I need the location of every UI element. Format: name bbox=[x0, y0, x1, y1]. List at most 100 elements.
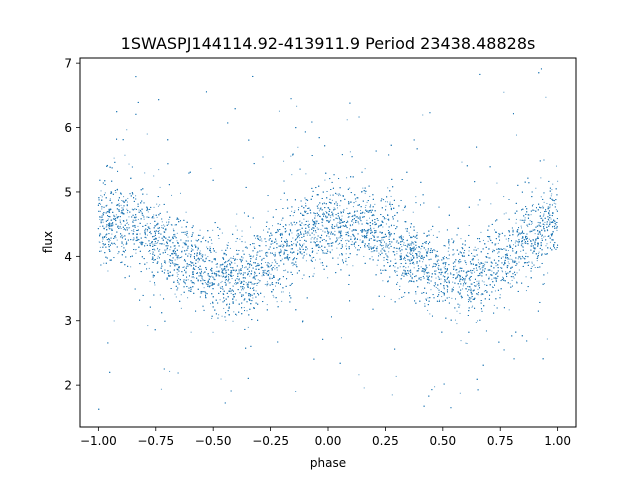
data-point bbox=[128, 216, 130, 218]
data-point bbox=[444, 245, 446, 247]
data-point bbox=[113, 320, 115, 322]
data-point bbox=[146, 193, 148, 195]
data-point bbox=[211, 242, 213, 244]
data-point bbox=[232, 320, 234, 322]
data-point bbox=[338, 195, 340, 197]
data-point bbox=[298, 207, 300, 209]
data-point bbox=[213, 278, 215, 280]
data-point bbox=[511, 279, 513, 281]
data-point bbox=[337, 218, 338, 220]
data-point bbox=[394, 258, 396, 260]
data-point bbox=[538, 251, 540, 253]
data-point bbox=[256, 257, 258, 259]
data-point bbox=[140, 211, 142, 213]
data-point bbox=[157, 248, 159, 250]
data-point bbox=[104, 192, 106, 194]
data-point bbox=[435, 273, 437, 275]
data-point bbox=[461, 297, 463, 299]
data-point bbox=[285, 230, 287, 232]
data-point bbox=[224, 275, 226, 277]
data-point bbox=[184, 242, 186, 244]
data-point bbox=[156, 216, 158, 218]
data-point bbox=[502, 256, 504, 258]
data-point bbox=[421, 256, 423, 258]
data-point bbox=[350, 201, 352, 203]
data-point bbox=[290, 284, 292, 286]
data-point bbox=[546, 203, 548, 205]
data-point bbox=[270, 273, 272, 275]
data-point bbox=[453, 253, 455, 255]
data-point bbox=[247, 326, 249, 328]
data-point bbox=[441, 296, 443, 298]
data-point bbox=[473, 259, 475, 261]
data-point bbox=[511, 258, 513, 260]
data-point bbox=[512, 244, 514, 246]
data-point bbox=[405, 267, 407, 269]
data-point bbox=[261, 258, 263, 260]
data-point bbox=[115, 237, 117, 239]
data-point bbox=[498, 233, 500, 235]
data-point bbox=[346, 243, 348, 245]
data-point bbox=[440, 278, 442, 280]
data-point bbox=[197, 246, 199, 248]
data-point bbox=[482, 264, 484, 266]
data-point bbox=[195, 239, 197, 241]
data-point bbox=[514, 242, 516, 244]
data-point bbox=[218, 314, 220, 316]
data-point bbox=[292, 215, 294, 217]
data-point bbox=[196, 249, 198, 251]
data-point bbox=[113, 157, 115, 159]
data-point bbox=[274, 255, 276, 257]
data-point bbox=[377, 236, 379, 238]
data-point bbox=[522, 243, 524, 245]
data-point bbox=[521, 237, 523, 239]
scatter-points bbox=[97, 68, 559, 410]
data-point bbox=[329, 219, 331, 221]
data-point bbox=[114, 235, 116, 237]
data-point bbox=[154, 249, 156, 251]
data-point bbox=[397, 281, 399, 283]
data-point bbox=[156, 242, 158, 244]
data-point bbox=[345, 253, 347, 255]
data-point bbox=[494, 290, 496, 292]
data-point bbox=[373, 214, 375, 216]
data-point bbox=[100, 194, 102, 196]
data-point bbox=[225, 319, 227, 321]
data-point bbox=[117, 253, 119, 255]
data-point bbox=[219, 286, 221, 288]
data-point bbox=[419, 251, 421, 253]
data-point bbox=[399, 237, 401, 239]
data-point bbox=[541, 235, 543, 237]
data-point bbox=[303, 255, 305, 257]
data-point bbox=[288, 224, 290, 226]
data-point bbox=[132, 221, 134, 223]
data-point bbox=[153, 217, 155, 219]
data-point bbox=[386, 201, 388, 203]
data-point bbox=[233, 255, 235, 257]
data-point bbox=[540, 196, 542, 198]
data-point bbox=[121, 207, 123, 209]
data-point bbox=[482, 263, 484, 264]
data-point bbox=[420, 257, 422, 259]
data-point bbox=[550, 195, 552, 197]
data-point bbox=[509, 283, 511, 285]
data-point bbox=[207, 256, 209, 258]
data-point bbox=[330, 252, 332, 254]
data-point bbox=[313, 234, 315, 236]
data-point bbox=[337, 207, 338, 209]
data-point bbox=[437, 263, 439, 265]
data-point bbox=[530, 214, 532, 216]
data-point bbox=[476, 264, 478, 266]
data-point bbox=[285, 240, 287, 242]
data-point bbox=[388, 251, 390, 253]
data-point bbox=[242, 289, 244, 291]
data-point bbox=[528, 238, 530, 240]
data-point bbox=[334, 230, 336, 232]
data-point bbox=[175, 247, 177, 249]
data-point bbox=[549, 206, 551, 208]
data-point bbox=[269, 276, 271, 278]
data-point bbox=[465, 263, 467, 265]
data-point bbox=[374, 245, 376, 247]
data-point bbox=[369, 217, 371, 219]
data-point bbox=[315, 259, 316, 261]
